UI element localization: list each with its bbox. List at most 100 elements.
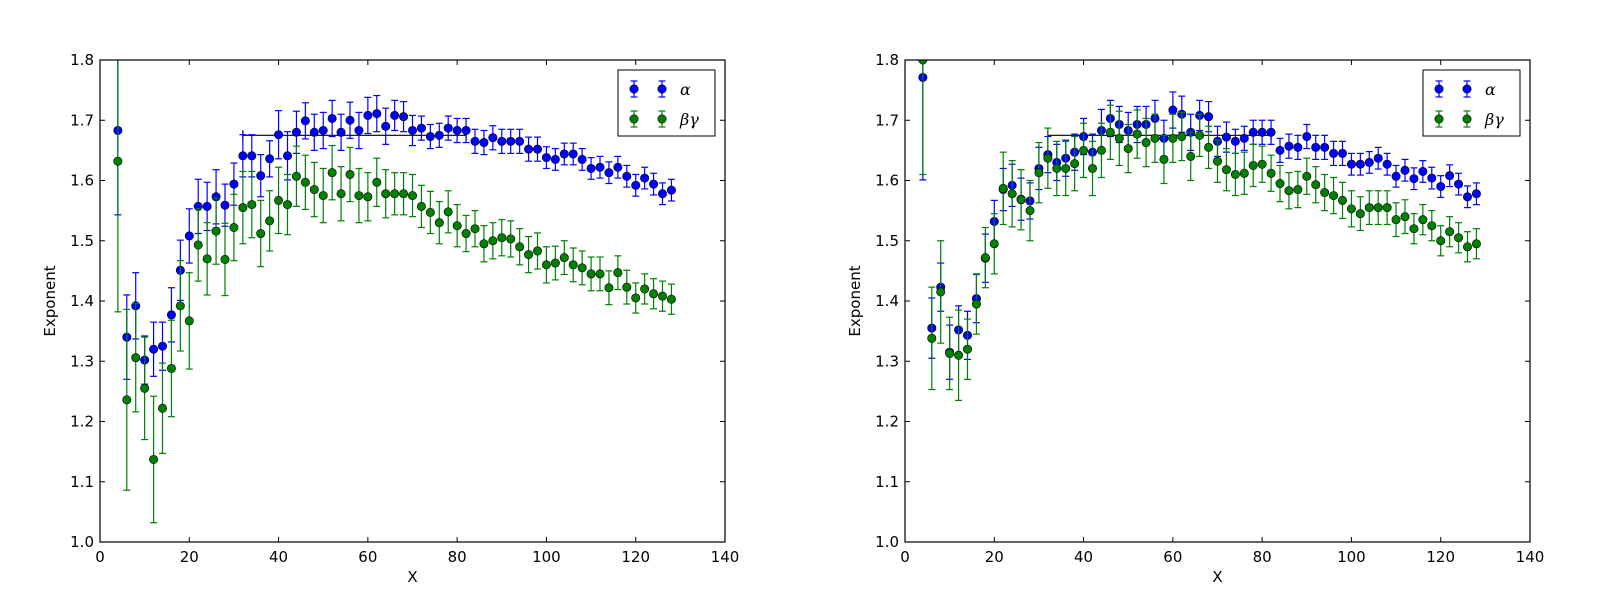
data-point <box>229 179 239 189</box>
data-point <box>211 226 221 236</box>
data-point <box>1463 242 1473 252</box>
data-point <box>452 221 462 231</box>
data-point <box>158 341 168 351</box>
data-point <box>945 348 955 358</box>
y-tick-label: 1.6 <box>70 172 94 190</box>
y-tick-label: 1.1 <box>875 473 899 491</box>
data-point <box>1025 206 1035 216</box>
data-point <box>247 151 257 161</box>
data-point <box>1293 185 1303 195</box>
data-point <box>175 301 185 311</box>
x-tick-label: 60 <box>358 548 377 566</box>
data-point <box>1195 130 1205 140</box>
y-tick-label: 1.4 <box>875 292 899 310</box>
data-point <box>1302 132 1312 142</box>
data-point <box>166 310 176 320</box>
data-point <box>1079 145 1089 155</box>
data-point <box>247 200 257 210</box>
data-point <box>550 258 560 268</box>
left-chart-panel: 0 20 40 60 80 100 120 140 1.0 1.1 1.2 1.3 1.4 1.5 1.6 1… <box>41 51 739 586</box>
data-point <box>372 177 382 187</box>
legend-box <box>1422 69 1521 137</box>
x-axis-label: X <box>407 568 417 586</box>
data-point <box>1239 133 1249 143</box>
legend-label: βγ <box>679 110 699 129</box>
data-point <box>1418 166 1428 176</box>
data-point <box>184 231 194 241</box>
data-point <box>532 144 542 154</box>
data-point <box>918 60 928 65</box>
data-point <box>443 123 453 133</box>
data-point <box>1150 133 1160 143</box>
data-point <box>532 246 542 256</box>
data-point <box>158 403 168 413</box>
data-point <box>1007 189 1017 199</box>
data-point <box>300 177 310 187</box>
data-point <box>452 125 462 135</box>
data-point <box>1471 239 1481 249</box>
data-point <box>666 185 676 195</box>
x-tick-label: 120 <box>1426 548 1455 566</box>
data-point <box>425 132 435 142</box>
data-point <box>1168 133 1178 143</box>
data-point <box>1266 168 1276 178</box>
y-tick-label: 1.1 <box>70 473 94 491</box>
data-point <box>1338 148 1348 158</box>
data-point <box>1275 179 1285 189</box>
data-point <box>1436 182 1446 192</box>
data-point <box>1400 165 1410 175</box>
y-tick-label: 1.0 <box>875 533 899 551</box>
data-point <box>327 168 337 178</box>
x-tick-label: 20 <box>180 548 199 566</box>
data-point <box>381 121 391 131</box>
data-point <box>497 233 507 243</box>
legend-label: α <box>680 80 691 99</box>
data-point <box>1391 171 1401 181</box>
legend-marker <box>657 84 667 94</box>
data-point <box>1257 159 1267 169</box>
data-point <box>327 113 337 123</box>
series-beta-gamma <box>918 60 1481 402</box>
data-point <box>1320 142 1330 152</box>
data-point <box>1204 142 1214 152</box>
data-point <box>1364 203 1374 213</box>
data-point <box>363 192 373 202</box>
data-point <box>1418 215 1428 225</box>
data-point <box>586 269 596 279</box>
data-point <box>1400 212 1410 222</box>
data-point <box>1132 129 1142 139</box>
data-point <box>1096 145 1106 155</box>
data-point <box>166 363 176 373</box>
data-point <box>1382 203 1392 213</box>
data-point <box>1168 105 1178 115</box>
legend-marker <box>1462 114 1472 124</box>
y-tick-label: 1.4 <box>70 292 94 310</box>
data-point <box>470 224 480 234</box>
data-point <box>443 207 453 217</box>
data-point <box>1391 215 1401 225</box>
data-point <box>954 350 964 360</box>
data-point <box>1311 142 1321 152</box>
data-point <box>291 127 301 137</box>
data-point <box>256 171 266 181</box>
data-point <box>1346 159 1356 169</box>
data-point <box>1373 203 1383 213</box>
data-point <box>622 282 632 292</box>
data-point <box>434 218 444 228</box>
y-tick-label: 1.6 <box>875 172 899 190</box>
x-tick-label: 100 <box>1337 548 1366 566</box>
data-point <box>1230 136 1240 146</box>
x-tick-label: 0 <box>95 548 105 566</box>
data-point <box>363 110 373 120</box>
data-point <box>407 191 417 201</box>
x-tick-label: 80 <box>1253 548 1272 566</box>
data-point <box>336 189 346 199</box>
data-point <box>1248 127 1258 137</box>
data-point <box>595 269 605 279</box>
data-point <box>345 115 355 125</box>
y-tick-label: 1.3 <box>875 352 899 370</box>
data-point <box>962 344 972 354</box>
data-point <box>220 254 230 264</box>
data-point <box>657 291 667 301</box>
x-tick-label: 120 <box>621 548 650 566</box>
